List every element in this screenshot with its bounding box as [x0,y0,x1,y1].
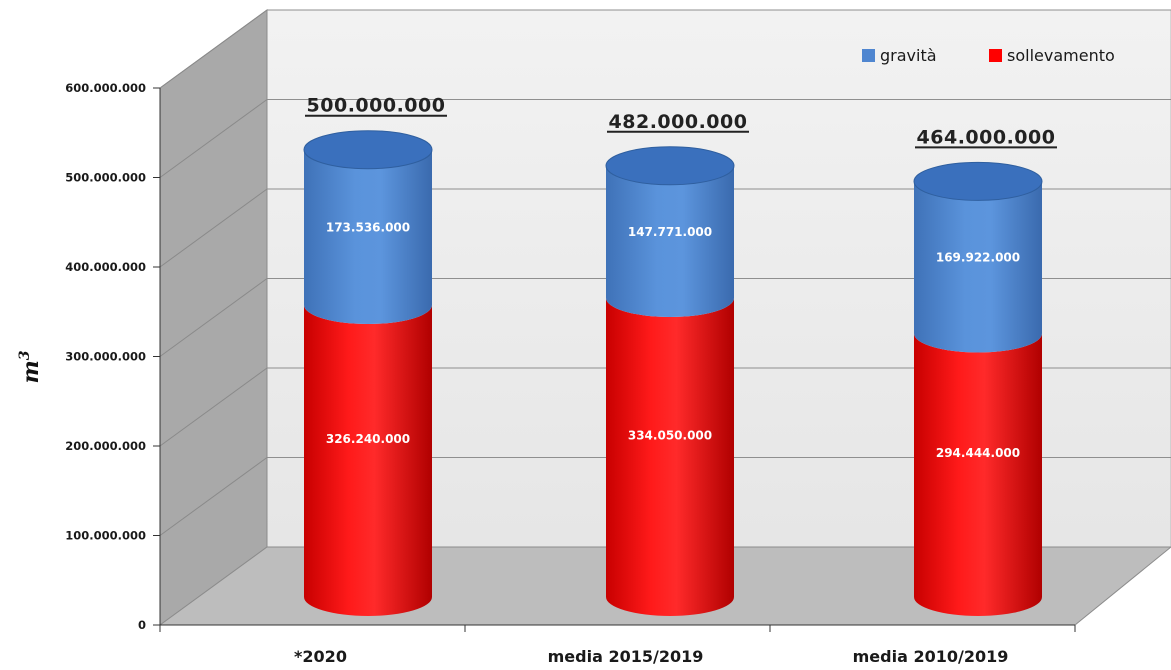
legend-label-sollevamento: sollevamento [1007,46,1115,65]
x-category-label: media 2015/2019 [548,647,704,666]
bar-segment-gravita [914,181,1042,353]
data-label-gravita: 173.536.000 [326,220,410,234]
x-axis: *2020 media 2015/2019 media 2010/2019 [159,624,1076,666]
data-label-gravita: 169.922.000 [936,250,1020,264]
bar-segment-sollevamento [914,333,1042,616]
legend-swatch-sollevamento [989,49,1002,62]
x-category-label: media 2010/2019 [853,647,1009,666]
total-label: 482.000.000 [609,111,748,133]
bar-top-cap [303,130,433,170]
y-tick-label: 300.000.000 [65,350,146,364]
y-tick-label: 0 [138,618,146,632]
legend: gravità sollevamento [862,46,1115,65]
x-category-label: *2020 [294,647,347,666]
gridline-side [159,9,268,89]
gridline-side [159,278,268,357]
y-axis-title-base: m [18,360,44,383]
y-axis-title-superscript: 3 [17,350,33,360]
bar-segment-sollevamento [304,305,432,616]
bar-segment-gravita [606,165,734,318]
total-label: 464.000.000 [917,126,1056,148]
gridline-side [159,457,268,536]
gridline-side [159,367,268,447]
y-axis: 0 100.000.000 200.000.000 300.000.000 400.00… [65,81,161,632]
bars: 326.240.000 173.536.000 500.000.000 334.050… [303,95,1057,616]
gridline-side [159,188,268,268]
cylinder-bar: 326.240.000 173.536.000 500.000.000 [303,95,447,616]
y-axis-title: m3 [17,350,44,383]
bar-top-cap [913,161,1043,201]
data-label-sollevamento: 294.444.000 [936,446,1020,460]
y-tick-label: 100.000.000 [65,529,146,543]
data-label-sollevamento: 334.050.000 [628,429,712,443]
data-label-gravita: 147.771.000 [628,225,712,239]
gridline-side [159,99,268,178]
bar-top-cap [605,146,735,186]
y-tick-label: 400.000.000 [65,260,146,274]
cylinder-bar: 334.050.000 147.771.000 482.000.000 [605,111,749,616]
y-tick-label: 200.000.000 [65,439,146,453]
cylinder-bar: 294.444.000 169.922.000 464.000.000 [913,126,1057,616]
data-label-sollevamento: 326.240.000 [326,432,410,446]
y-tick-label: 500.000.000 [65,171,146,185]
total-label: 500.000.000 [307,95,446,117]
bar-segment-sollevamento [606,298,734,616]
y-tick-label: 600.000.000 [65,81,146,95]
legend-swatch-gravita [862,49,875,62]
legend-label-gravita: gravità [880,46,937,65]
bar-segment-gravita [304,149,432,325]
